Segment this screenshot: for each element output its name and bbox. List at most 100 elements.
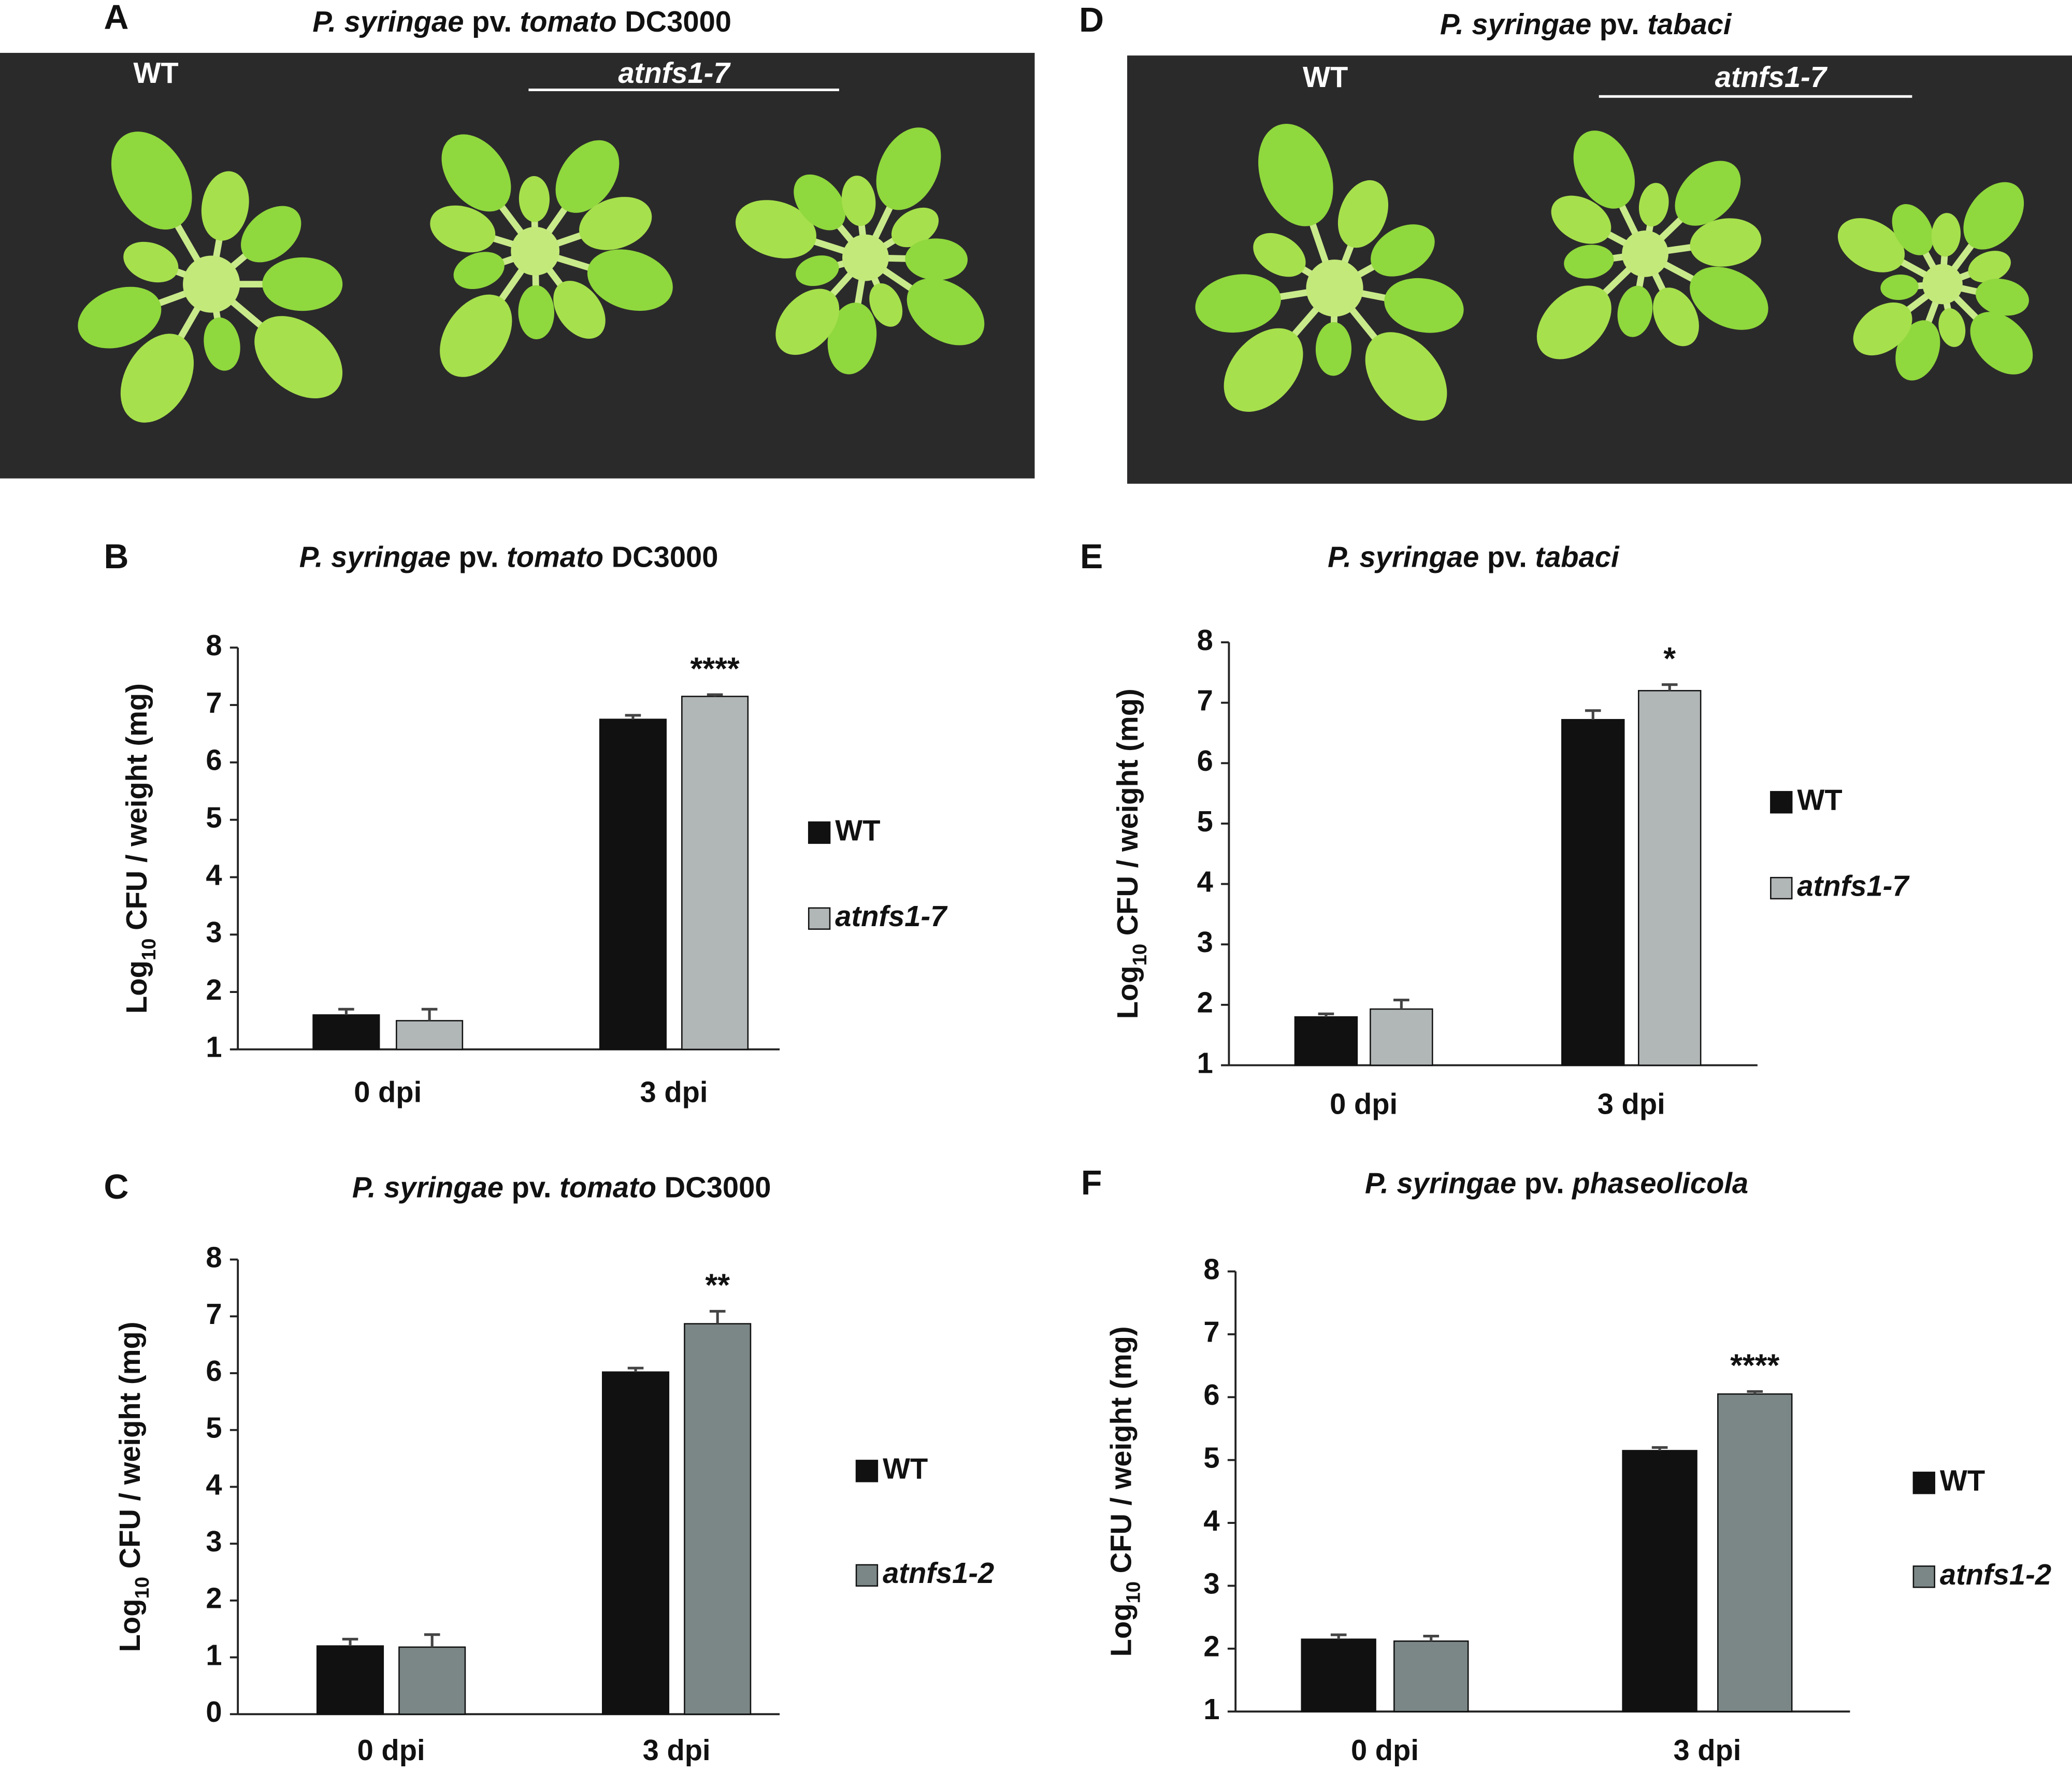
error-bar [1651, 1446, 1668, 1451]
y-tick-label: 8 [1197, 624, 1213, 656]
bar [1294, 1016, 1358, 1066]
panel-title: P. syringae pv. tabaci [1328, 540, 1620, 573]
leaf [869, 283, 903, 327]
leaf [905, 238, 968, 280]
x-tick-label: 3 dpi [640, 1075, 708, 1108]
leaf [1690, 267, 1768, 330]
error-bar [424, 1633, 440, 1647]
leaf [453, 252, 505, 290]
legend-swatch [1912, 1565, 1935, 1588]
leaf [827, 303, 877, 375]
x-tick-label: 0 dpi [357, 1734, 425, 1766]
legend-swatch [808, 907, 831, 930]
leaf [204, 317, 240, 371]
y-tick-label: 8 [206, 629, 222, 661]
leaf [1638, 183, 1669, 227]
leaf [1365, 332, 1447, 421]
y-axis-label: Log10 CFU / weight (mg) [113, 1321, 153, 1652]
significance-label: **** [690, 651, 739, 686]
panel-title: P. syringae pv. tomato DC3000 [352, 1171, 771, 1203]
leaf [1938, 308, 1966, 347]
leaf [794, 174, 846, 231]
leaf [1895, 320, 1940, 381]
leaf [1853, 302, 1912, 356]
leaf [736, 200, 816, 258]
y-tick-label: 6 [206, 1355, 222, 1387]
error-bar [1423, 1634, 1440, 1642]
y-tick-label: 5 [206, 801, 222, 833]
bar [398, 1646, 466, 1715]
leaf [120, 334, 194, 423]
leaf [1892, 204, 1934, 255]
leaf [1195, 274, 1281, 333]
leaf [1880, 274, 1919, 300]
rosette-center [183, 255, 240, 313]
legend-label: WT [1940, 1464, 1985, 1497]
bar [1717, 1393, 1793, 1712]
rosette-center [842, 234, 889, 281]
panel-title: P. syringae pv. tomato DC3000 [312, 5, 731, 38]
rosette [1837, 182, 2033, 381]
legend-swatch [855, 1564, 879, 1587]
leaf [1253, 233, 1306, 277]
y-tick-label: 1 [1203, 1693, 1219, 1725]
leaf [1315, 322, 1352, 376]
y-tick-label: 1 [206, 1031, 222, 1063]
error-bar [1747, 1390, 1763, 1394]
leaf [1384, 278, 1464, 333]
rosette [1536, 131, 1768, 359]
leaf [1653, 287, 1699, 347]
genotype-label: atnfs1-7 [1715, 61, 1828, 93]
bar [1637, 690, 1702, 1066]
y-tick-label: 1 [1197, 1046, 1213, 1079]
rosette-center [1306, 260, 1363, 317]
rosette [78, 132, 343, 423]
bar [601, 1371, 670, 1715]
bar [1561, 719, 1625, 1066]
y-tick-label: 4 [1197, 865, 1213, 898]
x-tick-label: 0 dpi [354, 1075, 422, 1108]
panel-label: E [1080, 538, 1103, 576]
legend-label: WT [835, 814, 880, 846]
leaf [78, 286, 162, 349]
rosette-center [1922, 264, 1963, 305]
x-tick-label: 0 dpi [1351, 1734, 1419, 1766]
leaf [123, 241, 179, 283]
leaf [775, 289, 840, 355]
significance-label: **** [1730, 1348, 1779, 1383]
error-bar [625, 714, 641, 719]
leaf [1675, 161, 1741, 226]
bar [312, 1014, 380, 1050]
leaf [906, 278, 985, 345]
y-tick-label: 7 [206, 686, 222, 719]
y-tick-label: 6 [1203, 1378, 1219, 1411]
legend-swatch [808, 821, 831, 844]
error-bar [338, 1007, 354, 1015]
significance-label: * [1663, 641, 1676, 676]
panel-title: P. syringae pv. tabaci [1440, 8, 1732, 40]
y-tick-label: 4 [1203, 1504, 1219, 1537]
leaf [1931, 213, 1961, 257]
leaf [891, 207, 939, 248]
panel-label: C [104, 1168, 129, 1206]
rosette-center [1622, 230, 1668, 277]
y-tick-label: 4 [206, 858, 222, 891]
bar [684, 1323, 752, 1715]
y-tick-label: 5 [1197, 805, 1213, 838]
genotype-label: WT [1303, 61, 1348, 93]
leaf [254, 316, 343, 398]
y-tick-label: 2 [206, 1582, 222, 1615]
legend-label: WT [883, 1452, 928, 1485]
leaf [262, 257, 343, 311]
error-bar [1585, 709, 1601, 720]
y-tick-label: 2 [1197, 986, 1213, 1019]
leaf [587, 249, 673, 311]
legend-label: WT [1797, 784, 1842, 816]
legend-swatch [1770, 791, 1793, 814]
rosette [430, 134, 673, 377]
leaf [1617, 285, 1653, 337]
leaf [519, 176, 550, 222]
panel-title: P. syringae pv. tomato DC3000 [299, 540, 718, 573]
leaf [1970, 312, 2033, 375]
